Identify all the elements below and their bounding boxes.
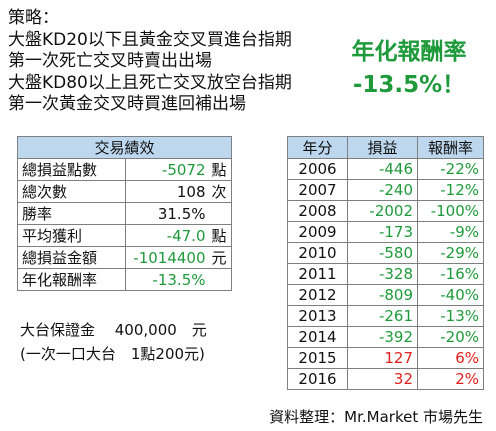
yearly-year: 2014: [287, 326, 348, 348]
performance-unit: 元: [209, 246, 232, 269]
performance-label: 平均獲利: [17, 224, 126, 247]
source-credit: 資料整理：Mr.Market 市場先生: [269, 408, 483, 426]
yearly-year: 2016: [287, 368, 348, 390]
yearly-row: 2007 -240 -12%: [287, 179, 484, 201]
yearly-rate: -20%: [417, 326, 484, 348]
yearly-year: 2011: [287, 263, 348, 285]
performance-header: 交易績效: [17, 136, 232, 159]
yearly-row: 2012 -809 -40%: [287, 284, 484, 306]
annual-return-highlight: 年化報酬率 -13.5%！: [334, 36, 484, 102]
yearly-year: 2007: [287, 179, 348, 201]
yearly-row: 2015 127 6%: [287, 347, 484, 369]
yearly-rate: -29%: [417, 242, 484, 264]
yearly-year: 2012: [287, 284, 348, 306]
performance-row: 平均獲利 -47.0 點: [17, 224, 232, 247]
yearly-pl: -392: [347, 326, 418, 348]
strategy-line: 第一次黃金交叉時買進回補出場: [8, 94, 246, 114]
yearly-header-pl: 損益: [347, 136, 418, 159]
yearly-header-rate: 報酬率: [417, 136, 484, 159]
performance-label: 總次數: [17, 180, 126, 203]
performance-table: 交易績效 總損益點數 -5072 點總次數 108 次勝率 31.5% 平均獲利 -47.0 點…: [17, 136, 232, 291]
yearly-header-year: 年分: [287, 136, 348, 159]
yearly-pl: -240: [347, 179, 418, 201]
yearly-rate: -40%: [417, 284, 484, 306]
margin-note: 大台保證金 400,000 元: [20, 321, 207, 339]
performance-value: 31.5%: [125, 202, 210, 225]
performance-value: 108: [125, 180, 210, 203]
yearly-row: 2013 -261 -13%: [287, 305, 484, 327]
yearly-pl: 127: [347, 347, 418, 369]
strategy-line: 第一次死亡交叉時賣出出場: [8, 51, 212, 71]
performance-unit: [209, 202, 232, 225]
performance-value: -47.0: [125, 224, 210, 247]
yearly-pl: -446: [347, 158, 418, 180]
yearly-rate: 6%: [417, 347, 484, 369]
yearly-year: 2013: [287, 305, 348, 327]
yearly-rate: -22%: [417, 158, 484, 180]
yearly-rate: -100%: [417, 200, 484, 222]
strategy-line: 大盤KD20以下且黃金交叉買進台指期: [8, 29, 292, 50]
performance-label: 總損益金額: [17, 246, 126, 269]
yearly-pl: -580: [347, 242, 418, 264]
yearly-pl: 32: [347, 368, 418, 390]
yearly-rate: -12%: [417, 179, 484, 201]
performance-unit: 次: [209, 180, 232, 203]
performance-value: -5072: [125, 158, 210, 181]
performance-label: 勝率: [17, 202, 126, 225]
strategy-line: 大盤KD80以上且死亡交叉放空台指期: [8, 72, 292, 93]
yearly-pl: -261: [347, 305, 418, 327]
yearly-pl: -173: [347, 221, 418, 243]
performance-label: 年化報酬率: [17, 268, 126, 291]
yearly-rate: -16%: [417, 263, 484, 285]
yearly-pl: -328: [347, 263, 418, 285]
yearly-row: 2014 -392 -20%: [287, 326, 484, 348]
yearly-year: 2015: [287, 347, 348, 369]
highlight-label: 年化報酬率: [351, 39, 467, 65]
highlight-value: -13.5%！: [352, 72, 466, 98]
contract-note: (一次一口大台 1點200元): [20, 345, 205, 363]
performance-row: 總損益點數 -5072 點: [17, 158, 232, 181]
performance-row: 總次數 108 次: [17, 180, 232, 203]
performance-row: 勝率 31.5%: [17, 202, 232, 225]
performance-unit: 點: [209, 224, 232, 247]
yearly-row: 2010 -580 -29%: [287, 242, 484, 264]
yearly-rate: -13%: [417, 305, 484, 327]
yearly-year: 2009: [287, 221, 348, 243]
yearly-year: 2008: [287, 200, 348, 222]
yearly-row: 2008 -2002 -100%: [287, 200, 484, 222]
margin-notes: 大台保證金 400,000 元 (一次一口大台 1點200元): [20, 318, 207, 366]
performance-row: 年化報酬率 -13.5%: [17, 268, 232, 291]
strategy-block: 策略： 大盤KD20以下且黃金交叉買進台指期 第一次死亡交叉時賣出出場 大盤KD…: [8, 8, 292, 116]
performance-unit: 點: [209, 158, 232, 181]
performance-label: 總損益點數: [17, 158, 126, 181]
yearly-row: 2009 -173 -9%: [287, 221, 484, 243]
performance-value: -13.5%: [125, 268, 210, 291]
yearly-pl: -2002: [347, 200, 418, 222]
yearly-pl: -809: [347, 284, 418, 306]
yearly-row: 2016 32 2%: [287, 368, 484, 390]
yearly-rate: -9%: [417, 221, 484, 243]
performance-value: -1014400: [125, 246, 210, 269]
yearly-rate: 2%: [417, 368, 484, 390]
yearly-year: 2010: [287, 242, 348, 264]
yearly-row: 2006 -446 -22%: [287, 158, 484, 180]
yearly-row: 2011 -328 -16%: [287, 263, 484, 285]
yearly-year: 2006: [287, 158, 348, 180]
performance-unit: [209, 268, 232, 291]
strategy-title: 策略：: [8, 8, 59, 28]
yearly-table: 年分 損益 報酬率 2006 -446 -22% 2007 -240 -12% 2008 -2…: [287, 136, 484, 390]
performance-row: 總損益金額 -1014400 元: [17, 246, 232, 269]
